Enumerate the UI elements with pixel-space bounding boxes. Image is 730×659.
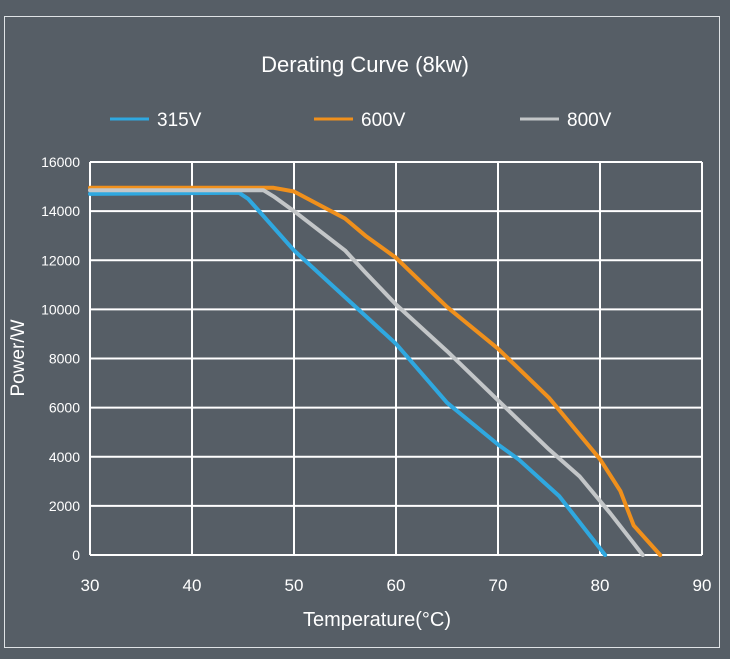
x-tick-label: 30 (81, 576, 100, 595)
x-tick-label: 40 (183, 576, 202, 595)
y-tick-label: 14000 (41, 203, 80, 219)
legend-item-600V: 600V (314, 110, 406, 131)
x-tick-label: 80 (591, 576, 610, 595)
grid (89, 161, 703, 556)
legend: 315V 600V 800V (110, 110, 612, 131)
legend-item-800V: 800V (520, 110, 612, 131)
series-line-600V (88, 185, 663, 557)
x-tick-label: 50 (285, 576, 304, 595)
legend-label: 800V (567, 110, 612, 131)
x-tick-label: 90 (693, 576, 712, 595)
y-axis-label: Power/W (8, 319, 29, 396)
y-tick-label: 10000 (41, 301, 80, 317)
series-lines (88, 185, 663, 557)
x-tick-label: 70 (489, 576, 508, 595)
y-tick-label: 2000 (49, 498, 80, 514)
chart-title: Derating Curve (8kw) (261, 52, 469, 77)
y-tick-label: 6000 (49, 400, 80, 416)
y-tick-label: 4000 (49, 449, 80, 465)
legend-label: 315V (157, 110, 202, 131)
series-line-800V (88, 188, 645, 557)
chart-frame (4, 16, 720, 648)
y-tick-label: 8000 (49, 351, 80, 367)
y-tick-label: 16000 (41, 154, 80, 170)
x-axis-label: Temperature(°C) (303, 609, 451, 631)
x-tick-label: 60 (387, 576, 406, 595)
legend-item-315V: 315V (110, 110, 202, 131)
y-tick-labels: 0 2000 4000 6000 8000 10000 12000 14000 16000 (41, 154, 80, 563)
series-line-315V (88, 190, 608, 557)
legend-label: 600V (361, 110, 406, 131)
y-tick-label: 12000 (41, 252, 80, 268)
y-tick-label: 0 (72, 547, 80, 563)
x-tick-labels: 30 40 50 60 70 80 90 (81, 576, 712, 595)
